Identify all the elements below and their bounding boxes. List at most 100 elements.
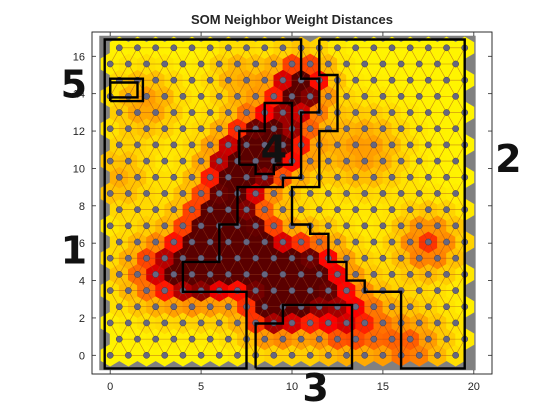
- neuron: [388, 206, 396, 214]
- neuron: [388, 44, 396, 52]
- neuron: [261, 335, 269, 343]
- neuron: [288, 287, 296, 294]
- neuron: [361, 190, 369, 197]
- neuron: [225, 173, 232, 181]
- neuron: [115, 109, 123, 116]
- neuron: [325, 93, 332, 100]
- neuron: [206, 109, 214, 116]
- neuron: [352, 206, 359, 214]
- neuron: [325, 60, 332, 68]
- neuron: [343, 157, 350, 165]
- neuron: [452, 125, 459, 133]
- neuron: [361, 93, 369, 100]
- region-label-2: 2: [495, 137, 521, 181]
- neuron: [152, 44, 159, 52]
- neuron: [134, 141, 141, 149]
- neuron: [361, 60, 369, 68]
- neuron: [252, 190, 259, 197]
- neuron: [243, 44, 250, 52]
- neuron: [279, 109, 287, 116]
- neuron: [288, 60, 296, 68]
- neuron: [343, 125, 350, 133]
- neuron: [125, 254, 132, 262]
- neuron: [352, 44, 359, 52]
- neuron: [152, 141, 159, 149]
- y-tick-label: 6: [79, 238, 85, 250]
- neuron: [397, 222, 405, 230]
- neuron: [425, 109, 432, 116]
- neuron: [370, 206, 378, 214]
- neuron: [434, 157, 441, 165]
- neuron: [134, 303, 141, 311]
- neuron: [234, 93, 241, 100]
- neuron: [297, 271, 305, 278]
- neuron: [152, 303, 159, 311]
- neuron: [188, 206, 196, 214]
- neuron: [415, 93, 423, 100]
- neuron: [215, 190, 223, 197]
- neuron: [152, 238, 159, 246]
- neuron: [343, 222, 350, 230]
- neuron: [143, 60, 150, 68]
- neuron: [434, 125, 441, 133]
- neuron: [179, 157, 187, 165]
- neuron: [397, 60, 405, 68]
- neuron: [397, 190, 405, 197]
- neuron: [197, 190, 205, 197]
- neuron: [225, 109, 232, 116]
- neuron: [325, 287, 332, 294]
- neuron: [125, 157, 132, 165]
- neuron: [179, 190, 187, 197]
- neuron: [115, 303, 123, 311]
- neuron: [179, 60, 187, 68]
- neuron: [370, 141, 378, 149]
- neuron: [243, 271, 250, 278]
- neuron: [397, 125, 405, 133]
- neuron: [434, 93, 441, 100]
- neuron: [206, 271, 214, 278]
- neuron: [352, 141, 359, 149]
- neuron: [406, 303, 414, 311]
- neuron: [415, 287, 423, 294]
- neuron: [361, 157, 369, 165]
- neuron: [388, 238, 396, 246]
- neuron: [443, 335, 450, 343]
- neuron: [161, 157, 169, 165]
- neuron: [343, 351, 350, 359]
- neuron: [425, 141, 432, 149]
- neuron: [334, 238, 341, 246]
- neuron: [152, 173, 159, 181]
- neuron: [270, 351, 278, 359]
- neuron: [406, 76, 414, 84]
- neuron: [261, 271, 269, 278]
- neuron: [379, 157, 387, 165]
- neuron: [315, 271, 323, 278]
- neuron: [134, 271, 141, 278]
- neuron: [452, 157, 459, 165]
- neuron: [325, 190, 332, 197]
- neuron: [270, 254, 278, 262]
- neuron: [452, 93, 459, 100]
- neuron: [370, 271, 378, 278]
- neuron: [352, 109, 359, 116]
- neuron: [197, 351, 205, 359]
- neuron: [252, 287, 259, 294]
- neuron: [261, 76, 269, 84]
- neuron: [115, 238, 123, 246]
- y-tick-label: 14: [73, 89, 85, 101]
- neuron: [125, 60, 132, 68]
- neuron: [415, 157, 423, 165]
- neuron: [197, 319, 205, 327]
- neuron: [243, 206, 250, 214]
- neuron: [215, 125, 223, 133]
- neuron: [388, 271, 396, 278]
- neuron: [452, 287, 459, 294]
- neuron: [106, 222, 114, 230]
- neuron: [252, 157, 259, 165]
- neuron: [334, 141, 341, 149]
- neuron: [188, 303, 196, 311]
- neuron: [434, 190, 441, 197]
- neuron: [152, 206, 159, 214]
- neuron: [406, 335, 414, 343]
- neuron: [306, 60, 314, 68]
